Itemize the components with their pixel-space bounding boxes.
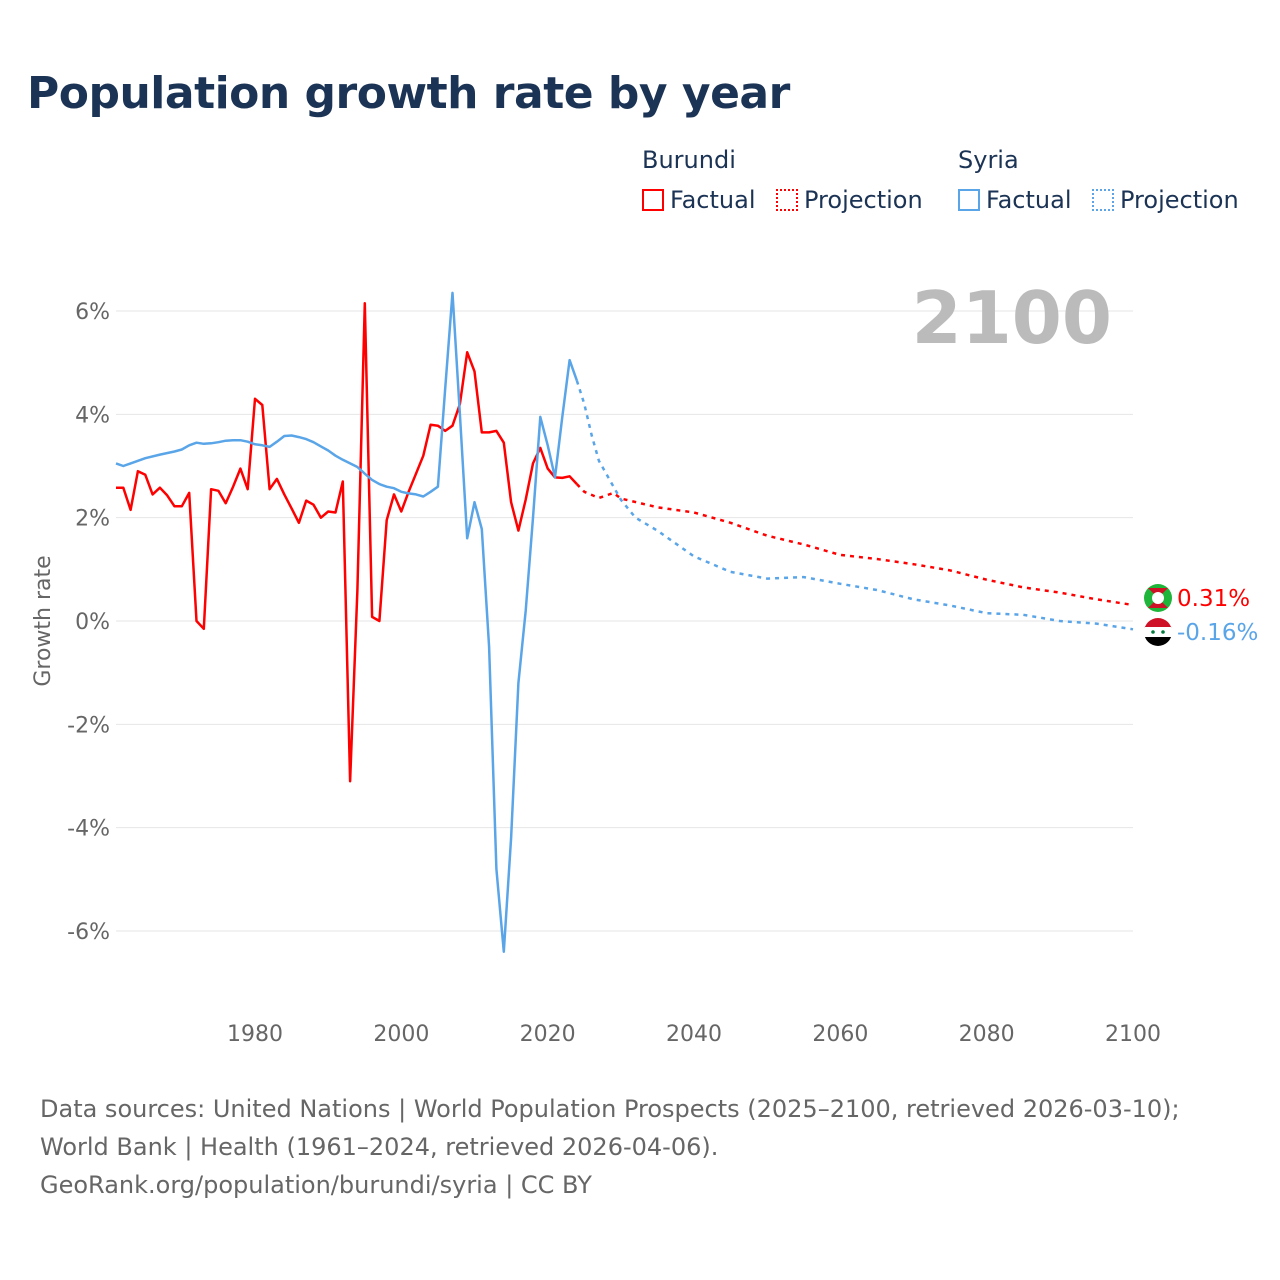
y-tick-label: 4% — [75, 403, 110, 428]
legend-burundi-factual[interactable]: Factual — [642, 186, 756, 214]
legend-label: Projection — [1120, 186, 1239, 214]
x-tick-label: 2020 — [520, 1022, 576, 1047]
series-line-burundi-projection — [575, 483, 1134, 607]
series-line-syria-factual — [115, 291, 579, 953]
x-tick-label: 2100 — [1105, 1022, 1161, 1047]
legend-label: Projection — [804, 186, 923, 214]
flag-icon-syria — [1144, 618, 1172, 646]
footer: Data sources: United Nations | World Pop… — [40, 1090, 1240, 1204]
series-line-burundi-factual — [116, 301, 578, 783]
legend-swatch-dotted — [1092, 189, 1114, 211]
legend-burundi-projection[interactable]: Projection — [776, 186, 923, 214]
legend-syria-factual[interactable]: Factual — [958, 186, 1072, 214]
y-tick-label: -2% — [67, 713, 110, 738]
y-tick-label: -4% — [67, 817, 110, 842]
legend-label: Factual — [670, 186, 756, 214]
series-line-syria-projection — [575, 380, 1134, 631]
end-value-label-burundi: 0.31% — [1177, 586, 1250, 612]
x-tick-label: 2000 — [373, 1022, 429, 1047]
y-tick-label: 0% — [75, 610, 110, 635]
data-sources: Data sources: United Nations | World Pop… — [40, 1095, 1180, 1161]
y-tick-label: 6% — [75, 300, 110, 325]
end-value-label-syria: -0.16% — [1177, 620, 1258, 646]
legend-swatch-dotted — [776, 189, 798, 211]
x-tick-label: 1980 — [227, 1022, 283, 1047]
x-tick-label: 2080 — [959, 1022, 1015, 1047]
x-tick-label: 2040 — [666, 1022, 722, 1047]
source-link[interactable]: GeoRank.org/population/burundi/syria | C… — [40, 1171, 592, 1199]
flag-icon-burundi — [1144, 584, 1172, 612]
legend-group-burundi: Burundi — [642, 146, 736, 174]
chart-title: Population growth rate by year — [27, 68, 790, 119]
legend-syria-projection[interactable]: Projection — [1092, 186, 1239, 214]
y-tick-label: -6% — [67, 920, 110, 945]
current-year-label: 2100 — [911, 276, 1112, 360]
legend-group-syria: Syria — [958, 146, 1019, 174]
y-tick-label: 2% — [75, 507, 110, 532]
legend-swatch-solid — [958, 189, 980, 211]
x-tick-label: 2060 — [812, 1022, 868, 1047]
y-axis-label: Growth rate — [31, 555, 56, 686]
legend-label: Factual — [986, 186, 1072, 214]
legend-swatch-solid — [642, 189, 664, 211]
